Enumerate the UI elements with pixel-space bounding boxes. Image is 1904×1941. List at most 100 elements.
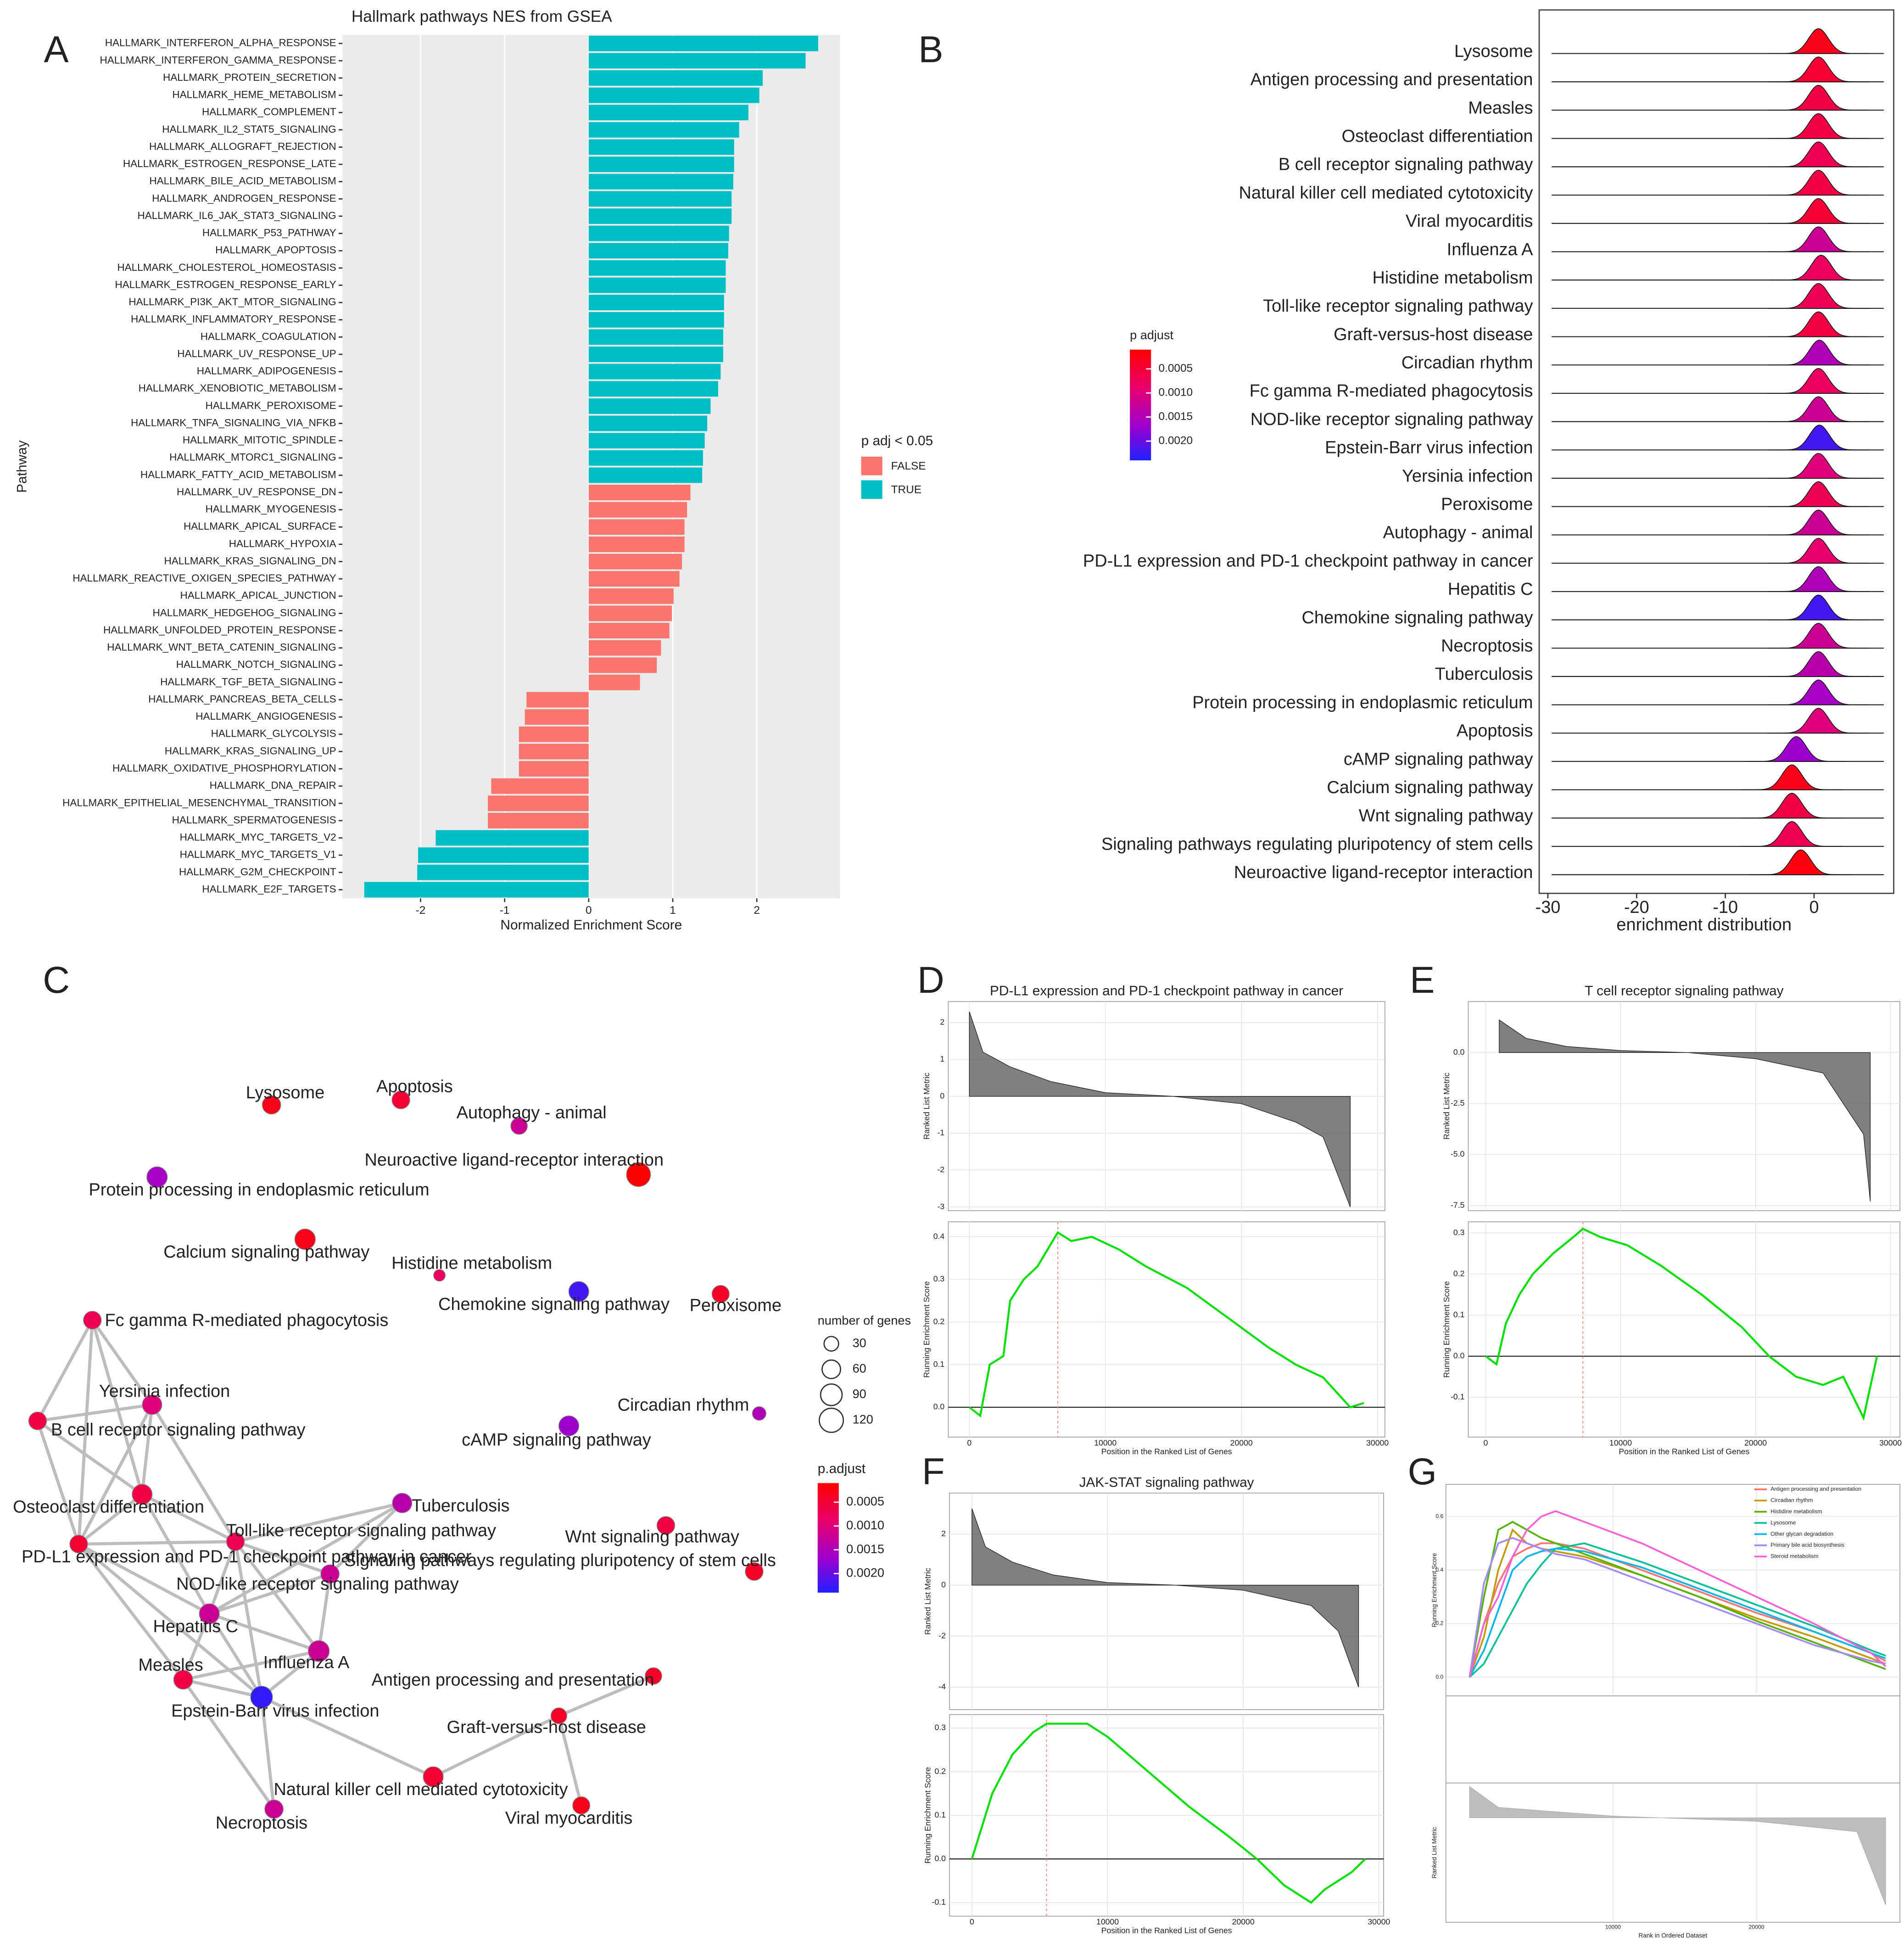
node-label: Influenza A: [263, 1653, 350, 1673]
bar: [588, 139, 734, 155]
node: [132, 1484, 153, 1505]
y-tick-label: 0.2: [934, 1767, 945, 1776]
bar: [488, 813, 589, 828]
legend-label: Antigen processing and presentation: [1770, 1486, 1861, 1492]
edge: [209, 1572, 331, 1616]
y-tick-label: HALLMARK_PEROXISOME: [206, 400, 336, 411]
y-tick-label: HALLMARK_WNT_BETA_CATENIN_SIGNALING: [107, 642, 336, 653]
ridge: [1768, 226, 1870, 252]
colorbar-tick-label: 0.0020: [846, 1566, 884, 1580]
node-label: Toll-like receptor signaling pathway: [226, 1521, 496, 1540]
y-axis-label: Ranked List Metric: [923, 1568, 932, 1635]
chart-title: Hallmark pathways NES from GSEA: [352, 7, 612, 25]
y-tick-label: HALLMARK_IL6_JAK_STAT3_SIGNALING: [138, 210, 336, 221]
ridge: [1768, 651, 1870, 677]
ridge: [1767, 708, 1870, 734]
node: [320, 1564, 340, 1584]
y-tick-label: HALLMARK_IL2_STAT5_SIGNALING: [162, 123, 336, 135]
node: [752, 1406, 766, 1421]
edge: [432, 1714, 560, 1779]
bar: [588, 623, 670, 638]
edge: [207, 1541, 237, 1615]
colorbar-tick-label: 0.0020: [1159, 435, 1193, 447]
y-tick-label: -2: [938, 1165, 945, 1174]
y-tick-label: 0.0: [1453, 1047, 1465, 1057]
running-score: [971, 1723, 1366, 1904]
bar: [588, 312, 724, 328]
bar: [588, 433, 705, 449]
node: [572, 1796, 591, 1815]
plot-frame: [1538, 9, 1895, 894]
node: [558, 1415, 580, 1437]
bar: [436, 830, 589, 846]
y-tick-label: HALLMARK_P53_PATHWAY: [202, 227, 336, 239]
edge: [77, 1543, 184, 1681]
edge: [182, 1678, 275, 1810]
panel-frame: [1445, 1695, 1901, 1784]
y-tick-label: -0.1: [932, 1897, 946, 1907]
node-label: Yersinia infection: [99, 1382, 230, 1401]
edge: [558, 1674, 654, 1717]
bar: [588, 53, 806, 69]
colorbar-tick-label: 0.0005: [1159, 362, 1193, 375]
bar: [588, 502, 687, 518]
y-tick-label: -3: [938, 1202, 945, 1211]
x-axis-label: Rank in Ordered Dataset: [1639, 1932, 1708, 1939]
y-tick-label: Lysosome: [1454, 42, 1533, 61]
y-tick-label: HALLMARK_KRAS_SIGNALING_DN: [164, 555, 336, 566]
y-tick-label: HALLMARK_HYPOXIA: [229, 538, 336, 549]
node: [423, 1766, 444, 1787]
node-label: Necroptosis: [216, 1813, 307, 1833]
edge: [234, 1540, 320, 1652]
y-tick-label: HALLMARK_ESTROGEN_RESPONSE_LATE: [123, 158, 336, 169]
y-axis-label: Pathway: [14, 440, 29, 492]
y-tick-label: 0.0: [1453, 1351, 1465, 1360]
node: [656, 1516, 676, 1535]
y-tick-label: 0: [940, 1091, 944, 1100]
x-tick-label: -2: [416, 904, 426, 917]
y-tick-label: HALLMARK_ADIPOGENESIS: [197, 365, 336, 377]
y-tick-label: HALLMARK_ANGIOGENESIS: [195, 710, 336, 722]
ridge: [1741, 821, 1843, 847]
ridge: [1767, 453, 1870, 479]
y-tick-label: Apoptosis: [1457, 722, 1533, 741]
ridge: [1767, 141, 1870, 168]
y-tick-label: HALLMARK_CHOLESTEROL_HOMEOSTASIS: [117, 262, 336, 273]
edge: [183, 1678, 262, 1699]
edge: [140, 1494, 211, 1615]
node-label: Viral myocarditis: [505, 1808, 633, 1828]
y-tick-label: Necroptosis: [1441, 637, 1533, 656]
y-tick-label: HALLMARK_GLYCOLYSIS: [211, 728, 336, 739]
x-tick-label: 0: [967, 1438, 972, 1447]
node: [645, 1667, 662, 1685]
edge: [182, 1613, 211, 1680]
x-tick-label: 20000: [1744, 1438, 1767, 1447]
y-tick-label: -1: [938, 1128, 945, 1137]
bar: [588, 415, 708, 431]
ranked-metric: [969, 1011, 1351, 1207]
node-label: Fc gamma R-mediated phagocytosis: [105, 1311, 389, 1330]
node: [142, 1394, 162, 1415]
ridge: [1768, 340, 1870, 366]
ridge: [1767, 623, 1870, 649]
bar: [519, 726, 589, 742]
edge: [91, 1319, 154, 1406]
edge: [37, 1403, 152, 1423]
x-tick-label: 30000: [1879, 1438, 1902, 1447]
ridge: [1767, 283, 1870, 309]
x-tick-label: 20000: [1232, 1917, 1255, 1926]
colorbar-tick-label: 0.0005: [846, 1494, 884, 1508]
edge: [329, 1502, 403, 1575]
x-tick-label: 2: [754, 904, 760, 917]
y-tick-label: HALLMARK_HEDGEHOG_SIGNALING: [152, 607, 336, 618]
y-tick-label: -2.5: [1451, 1098, 1465, 1108]
y-tick-label: Signaling pathways regulating pluripoten…: [1101, 834, 1533, 854]
y-tick-label: Osteoclast differentiation: [1342, 127, 1533, 146]
bar: [588, 347, 723, 362]
panel-frame: [1468, 1001, 1901, 1211]
ridge: [1767, 679, 1870, 705]
y-tick-label: HALLMARK_TNFA_SIGNALING_VIA_NFKB: [131, 417, 336, 428]
bar: [491, 778, 589, 794]
size-legend-label: 120: [853, 1412, 873, 1426]
